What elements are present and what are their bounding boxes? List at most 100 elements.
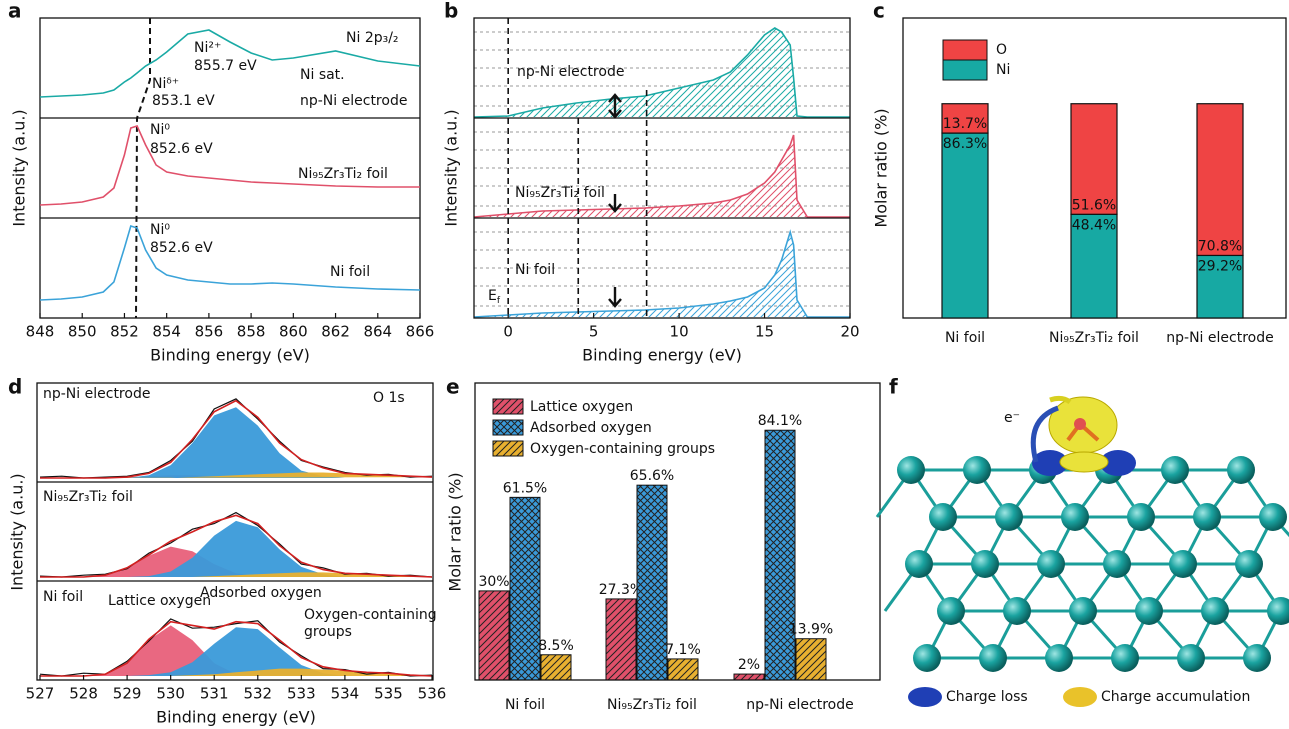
legend-label: Ni	[996, 62, 1010, 78]
bar-segment	[1196, 103, 1244, 257]
atom	[1069, 597, 1097, 625]
bar	[636, 484, 668, 681]
atom	[1243, 644, 1271, 672]
atom	[1169, 550, 1197, 578]
value-label: 70.8%	[1198, 238, 1242, 254]
x-tick-label: 858	[237, 323, 266, 341]
series-label: Ni₉₅Zr₃Ti₂ foil	[515, 185, 605, 201]
component-label: groups	[304, 624, 352, 640]
data-line	[39, 511, 433, 578]
component-label: Adsorbed oxygen	[200, 585, 322, 601]
value-label: 2%	[738, 657, 760, 673]
atom	[929, 503, 957, 531]
y-axis-title: Intensity (a.u.)	[442, 109, 461, 226]
bar	[667, 658, 699, 681]
arrow	[608, 194, 622, 213]
panel-label: a	[8, 0, 22, 23]
guide-dash	[135, 18, 151, 319]
charge-loss	[1100, 450, 1136, 476]
component-area	[40, 627, 432, 676]
panel-label: b	[444, 0, 458, 23]
peak-label: Ni sat.	[300, 67, 345, 83]
component-area	[40, 472, 432, 478]
value-label: 29.2%	[1198, 258, 1242, 274]
annotation: O 1s	[373, 390, 405, 406]
series-label: Ni foil	[330, 264, 370, 280]
annotation: Ni 2p₃/₂	[346, 30, 399, 46]
x-tick-label: 536	[418, 685, 447, 703]
atom	[963, 456, 991, 484]
value-label: 84.1%	[758, 413, 802, 429]
arrow	[608, 93, 622, 119]
component-area	[40, 572, 432, 577]
component-area	[40, 625, 432, 676]
bar-segment	[1070, 213, 1118, 319]
x-tick-label: 530	[156, 685, 185, 703]
panel-label: e	[446, 375, 460, 399]
atom	[995, 503, 1023, 531]
panel-name: Ni foil	[43, 589, 83, 605]
atom	[1111, 644, 1139, 672]
fit-line	[40, 514, 433, 578]
spectrum-line	[39, 29, 421, 98]
category-label: Ni₉₅Zr₃Ti₂ foil	[607, 697, 697, 713]
x-tick-label: 864	[363, 323, 392, 341]
x-tick-label: 528	[69, 685, 98, 703]
category-label: np-Ni electrode	[746, 697, 853, 713]
atom	[1061, 503, 1089, 531]
bar-segment	[1070, 103, 1118, 215]
x-tick-label: 531	[200, 685, 229, 703]
x-tick-label: 10	[670, 323, 689, 341]
panel-name: Ni₉₅Zr₃Ti₂ foil	[43, 489, 133, 505]
electron-arrow	[1049, 395, 1072, 405]
atom	[1074, 418, 1086, 430]
value-label: 8.5%	[538, 638, 574, 654]
peak-label: 852.6 eV	[150, 240, 213, 256]
series-label: np-Ni electrode	[300, 93, 407, 109]
value-label: 65.6%	[630, 468, 674, 484]
x-tick-label: 5	[589, 323, 599, 341]
x-tick-label: 527	[26, 685, 55, 703]
y-axis-title: Molar ratio (%)	[446, 472, 465, 591]
spectrum-area	[473, 27, 850, 118]
panel-label: f	[889, 375, 898, 399]
x-tick-label: 15	[755, 323, 774, 341]
legend-label: Charge accumulation	[1101, 689, 1250, 705]
x-axis-title: Binding energy (eV)	[150, 346, 310, 365]
x-tick-label: 20	[840, 323, 859, 341]
series-label: Ni₉₅Zr₃Ti₂ foil	[298, 166, 388, 182]
bar	[540, 654, 572, 681]
x-tick-label: 862	[321, 323, 350, 341]
bar	[509, 496, 541, 681]
value-label: 13.7%	[943, 116, 987, 132]
charge-accumulation	[1059, 451, 1109, 473]
peak-label: Niᵟ⁺	[152, 76, 179, 92]
bar-segment	[941, 132, 989, 319]
legend-swatch	[1063, 687, 1097, 707]
x-axis-title: Binding energy (eV)	[582, 346, 742, 365]
legend-label: Charge loss	[946, 689, 1028, 705]
category-label: Ni foil	[505, 697, 545, 713]
component-label: Oxygen-containing	[304, 607, 437, 623]
legend-swatch	[908, 687, 942, 707]
component-label: Lattice oxygen	[108, 593, 211, 609]
x-tick-label: 529	[113, 685, 142, 703]
x-tick-label: 850	[68, 323, 97, 341]
atom	[937, 597, 965, 625]
value-label: 30%	[478, 574, 509, 590]
spectrum-area	[473, 134, 850, 218]
fit-line	[40, 399, 433, 479]
x-tick-label: 533	[287, 685, 316, 703]
peak-label: 852.6 eV	[150, 141, 213, 157]
value-label: 48.4%	[1072, 217, 1116, 233]
legend-swatch	[492, 440, 524, 457]
panel-name: np-Ni electrode	[43, 386, 150, 402]
bar	[605, 598, 637, 681]
value-label: 27.3%	[599, 582, 643, 598]
x-tick-label: 534	[331, 685, 360, 703]
x-tick-label: 866	[406, 323, 435, 341]
category-label: np-Ni electrode	[1166, 330, 1273, 346]
legend-label: Lattice oxygen	[530, 399, 633, 415]
atom	[1235, 550, 1263, 578]
